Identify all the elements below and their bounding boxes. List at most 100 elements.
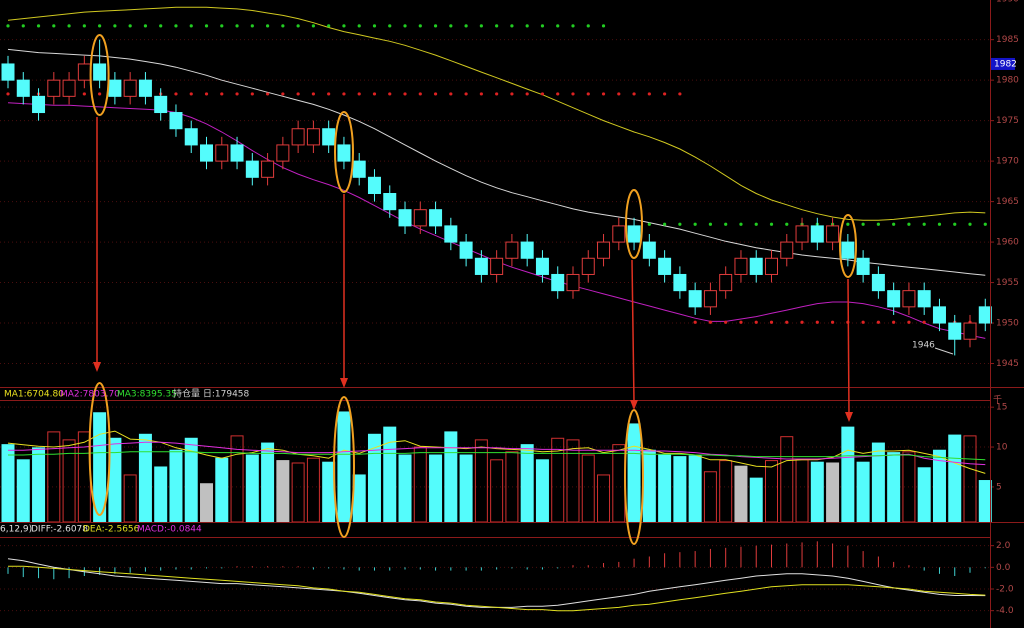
candle-body — [184, 128, 198, 146]
volume-bar — [917, 467, 931, 523]
candle-body — [917, 290, 931, 308]
candle-body — [826, 225, 840, 243]
series-line — [7, 6, 986, 221]
stop-dot — [922, 222, 926, 226]
highlight-ellipse — [333, 396, 355, 538]
stop-dot — [250, 24, 254, 28]
highlight-ellipse — [334, 111, 354, 193]
stop-dot — [281, 92, 285, 96]
arrow-head — [630, 400, 638, 410]
stop-dot — [830, 320, 835, 324]
volume-bar — [780, 436, 794, 523]
stop-dot — [647, 222, 651, 226]
candle-body — [138, 79, 152, 97]
stop-dot — [510, 92, 514, 96]
volume-bar — [856, 461, 870, 523]
stop-dot — [922, 320, 926, 324]
candle-body — [795, 225, 809, 243]
stop-dot — [403, 92, 407, 96]
stop-dot — [479, 24, 483, 28]
arrow — [847, 278, 850, 415]
stop-dot — [525, 92, 529, 96]
y-tick-label: 1955 — [996, 278, 1019, 288]
y-tick-label: 10 — [996, 443, 1008, 453]
candle-body — [1, 63, 15, 81]
stop-dot — [525, 24, 529, 28]
volume-bar — [62, 439, 76, 523]
stop-dot — [647, 92, 651, 96]
volume-bar — [581, 454, 595, 523]
candle-body — [490, 257, 504, 275]
stop-dot — [510, 24, 514, 28]
stop-dot — [67, 24, 71, 28]
volume-bar — [1, 444, 15, 523]
volume-bar — [963, 435, 977, 523]
stop-dot — [235, 92, 239, 96]
volume-bar — [200, 483, 214, 523]
stop-dot — [204, 92, 209, 96]
stop-dot — [571, 24, 575, 28]
arrow-head — [93, 362, 101, 372]
stop-dot — [769, 222, 774, 226]
y-tick-label: 1990 — [996, 0, 1019, 5]
stop-dot — [449, 92, 453, 96]
stop-dot — [724, 222, 728, 226]
legend-entry: DEA:-2.5656 — [83, 525, 140, 535]
stop-dot — [678, 222, 682, 226]
volume-bar — [734, 465, 748, 523]
volume-bar — [398, 454, 412, 523]
stop-dot — [265, 24, 270, 28]
stop-dot — [769, 320, 774, 324]
stop-dot — [663, 222, 667, 226]
candle-body — [734, 257, 748, 275]
stop-dot — [495, 92, 499, 96]
candle-body — [383, 193, 397, 211]
volume-bar — [535, 459, 549, 523]
stop-dot — [250, 92, 254, 96]
candle-body — [627, 225, 641, 243]
candle-body — [62, 79, 76, 97]
legend-entry: MA3:8395.35 — [117, 390, 177, 400]
stop-dot — [174, 24, 178, 28]
stop-dot — [296, 24, 300, 28]
stop-dot — [892, 320, 896, 324]
volume-bar — [429, 454, 443, 523]
candle-body — [551, 273, 565, 292]
stop-dot — [708, 222, 713, 226]
volume-bar — [322, 461, 336, 523]
candle-body — [688, 290, 702, 308]
stop-dot — [21, 24, 25, 28]
series-line — [8, 565, 986, 612]
y-tick-label: 1960 — [996, 238, 1019, 248]
stop-dot — [754, 222, 758, 226]
stop-dot — [357, 92, 361, 96]
low-label: 1946 — [912, 341, 935, 351]
stop-dot — [449, 24, 453, 28]
volume-bar — [108, 437, 122, 523]
volume-bar — [673, 456, 687, 523]
stop-dot — [433, 92, 438, 96]
stop-dot — [815, 320, 819, 324]
stop-dot — [98, 24, 102, 28]
stop-dot — [464, 92, 468, 96]
candle-body — [32, 95, 46, 114]
y-tick-label: 1985 — [996, 35, 1019, 45]
stop-dot — [372, 24, 377, 28]
stop-dot — [601, 24, 606, 28]
stop-dot — [6, 24, 10, 28]
highlight-ellipse — [839, 214, 857, 278]
volume-bar — [948, 434, 962, 523]
candle-body — [47, 79, 61, 97]
volume-bar — [978, 480, 992, 523]
candle-body — [658, 257, 672, 275]
volume-bar — [138, 433, 152, 523]
stop-dot — [983, 222, 987, 226]
stop-dot — [876, 320, 880, 324]
stop-dot — [693, 222, 697, 226]
candle-body — [535, 257, 549, 275]
candle-body — [474, 257, 488, 275]
stop-dot — [113, 24, 117, 28]
stop-dot — [189, 92, 193, 96]
